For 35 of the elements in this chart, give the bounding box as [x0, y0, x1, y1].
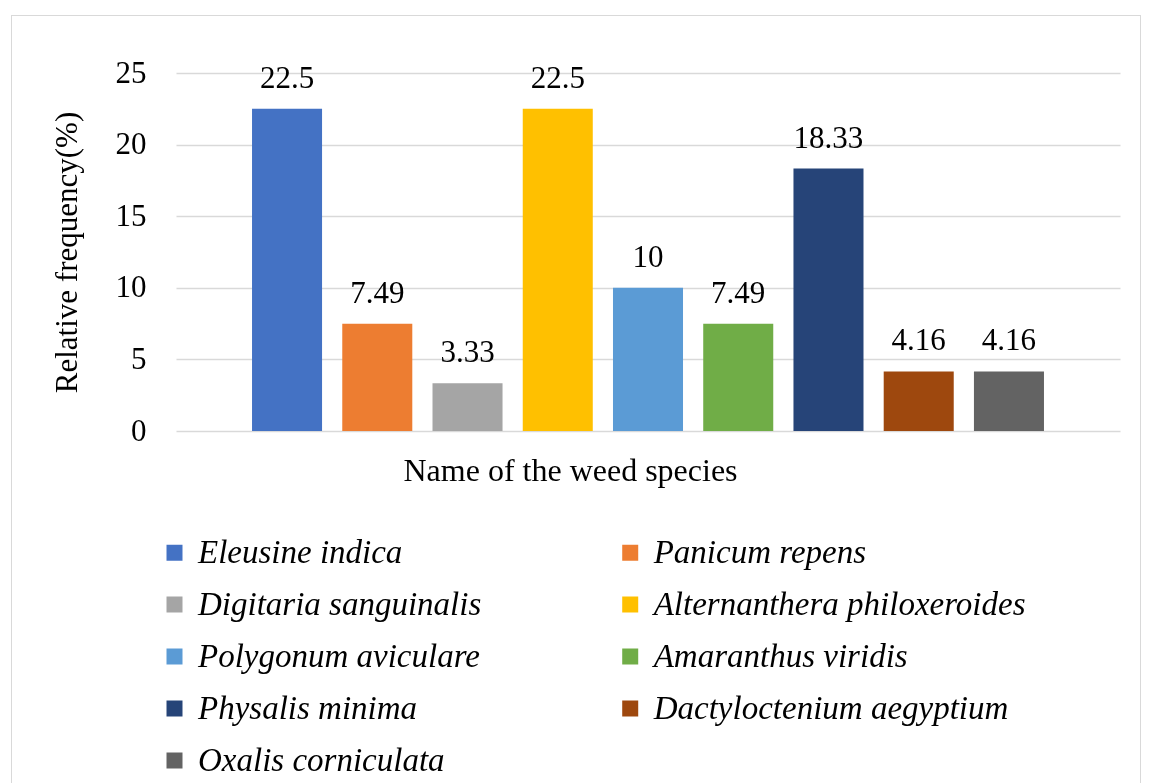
y-tick-label: 5 [131, 340, 147, 376]
legend-label: Digitaria sanguinalis [197, 585, 482, 622]
legend-label: Alternanthera philoxeroides [651, 585, 1026, 622]
x-axis-title: Name of the weed species [403, 451, 738, 488]
legend-label: Eleusine indica [197, 533, 403, 570]
data-label: 10 [632, 238, 664, 274]
bar [252, 108, 323, 431]
bar [703, 323, 774, 431]
y-tick-label: 0 [131, 412, 147, 448]
legend-label: Dactyloctenium aegyptium [652, 689, 1009, 726]
bar [432, 383, 503, 431]
bar [342, 323, 413, 431]
data-label: 22.5 [530, 59, 585, 95]
bar [973, 371, 1044, 431]
y-axis-title: Relative frequency(%) [48, 111, 84, 394]
data-label: 18.33 [793, 119, 864, 155]
data-label: 4.16 [981, 322, 1037, 358]
y-tick-label: 20 [115, 126, 147, 162]
data-label: 7.49 [711, 274, 766, 310]
bar [612, 287, 684, 431]
y-tick-label: 10 [115, 269, 147, 305]
bar [883, 371, 954, 431]
data-label: 3.33 [440, 334, 495, 370]
data-label: 4.16 [891, 322, 946, 358]
legend-label: Physalis minima [197, 689, 418, 726]
bar [522, 108, 593, 431]
y-tick-label: 15 [115, 197, 147, 233]
bar [793, 168, 864, 431]
data-label: 22.5 [259, 59, 315, 95]
legend-label: Polygonum aviculare [197, 637, 480, 674]
legend-label: Panicum repens [652, 533, 867, 570]
data-label: 7.49 [350, 274, 405, 310]
legend-label: Amaranthus viridis [651, 637, 908, 674]
y-tick-label: 25 [115, 54, 147, 90]
legend-label: Oxalis corniculata [198, 741, 445, 778]
